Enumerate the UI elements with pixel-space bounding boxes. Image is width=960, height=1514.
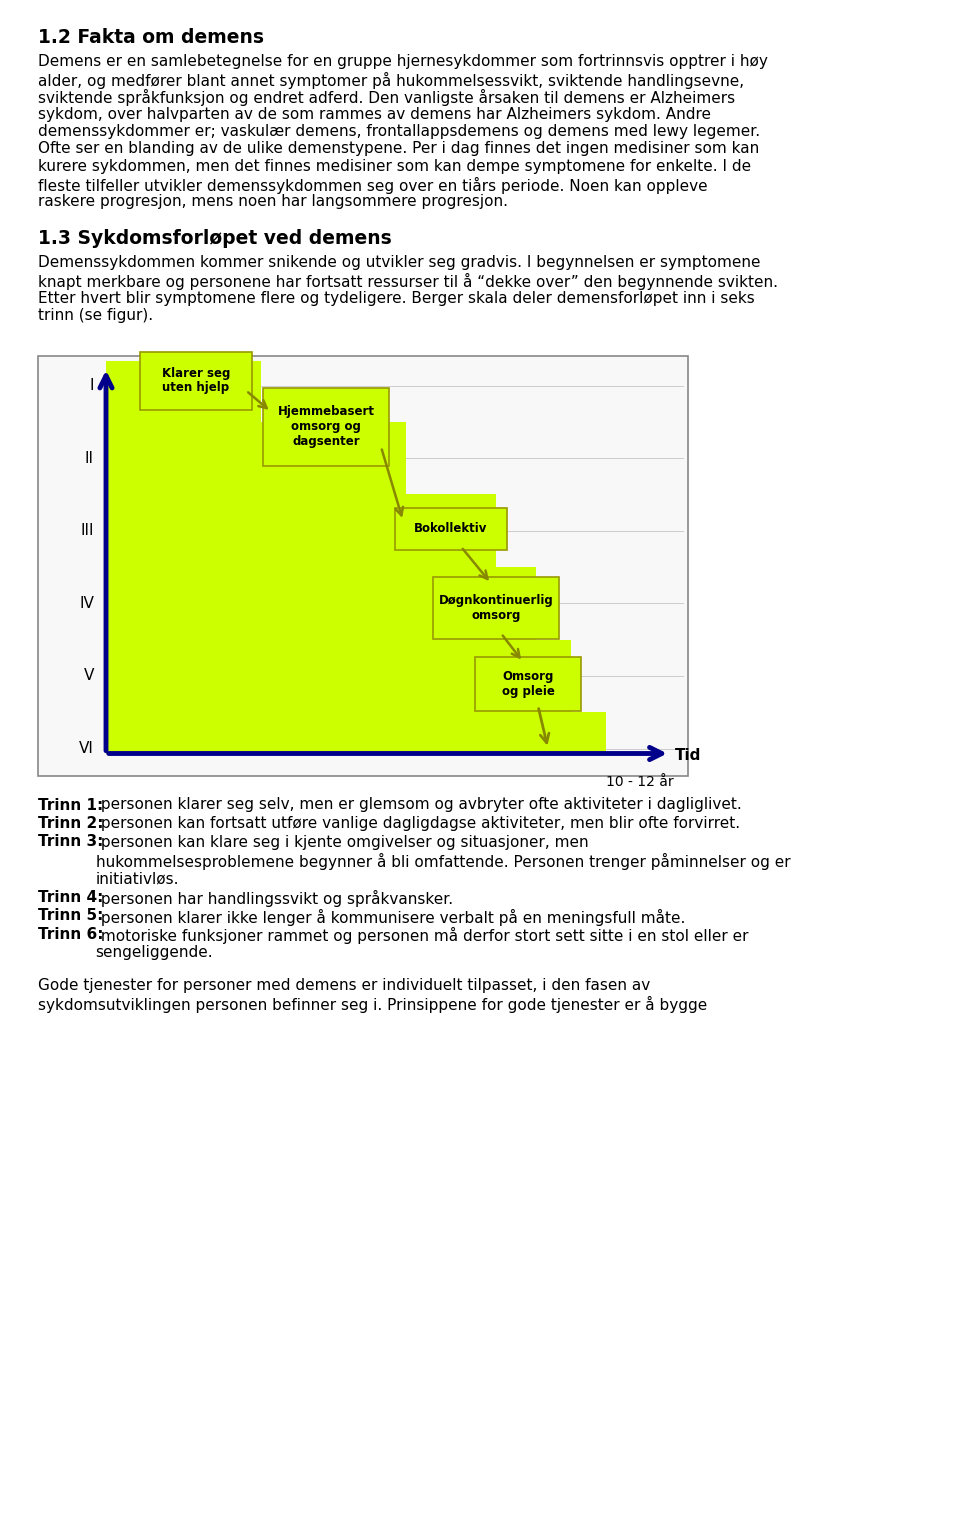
Bar — [38, 356, 688, 775]
Text: Trinn 3:: Trinn 3: — [38, 834, 104, 849]
Text: II: II — [85, 451, 94, 466]
Text: Demens er en samlebetegnelse for en gruppe hjernesykdommer som fortrinnsvis oppt: Demens er en samlebetegnelse for en grup… — [38, 55, 768, 70]
Text: IV: IV — [79, 597, 94, 610]
Text: personen har handlingssvikt og språkvansker.: personen har handlingssvikt og språkvans… — [96, 890, 453, 907]
Text: hukommelsesproblemene begynner å bli omfattende. Personen trenger påminnelser og: hukommelsesproblemene begynner å bli omf… — [96, 852, 790, 871]
Text: personen klarer seg selv, men er glemsom og avbryter ofte aktiviteter i dagligli: personen klarer seg selv, men er glemsom… — [96, 798, 741, 813]
Text: fleste tilfeller utvikler demenssykdommen seg over en tiårs periode. Noen kan op: fleste tilfeller utvikler demenssykdomme… — [38, 177, 708, 194]
Text: sykdomsutviklingen personen befinner seg i. Prinsippene for gode tjenester er å : sykdomsutviklingen personen befinner seg… — [38, 996, 708, 1013]
Text: knapt merkbare og personene har fortsatt ressurser til å “dekke over” den begynn: knapt merkbare og personene har fortsatt… — [38, 273, 778, 291]
Text: Klarer seg
uten hjelp: Klarer seg uten hjelp — [162, 366, 230, 395]
Polygon shape — [106, 360, 606, 754]
Text: Trinn 5:: Trinn 5: — [38, 908, 104, 924]
Text: Hjemmebasert
omsorg og
dagsenter: Hjemmebasert omsorg og dagsenter — [277, 406, 374, 448]
Text: V: V — [84, 668, 94, 683]
Text: Trinn 1:: Trinn 1: — [38, 798, 104, 813]
Text: personen kan fortsatt utføre vanlige dagligdagse aktiviteter, men blir ofte forv: personen kan fortsatt utføre vanlige dag… — [96, 816, 740, 831]
Text: Gode tjenester for personer med demens er individuelt tilpasset, i den fasen av: Gode tjenester for personer med demens e… — [38, 978, 650, 993]
Text: raskere progresjon, mens noen har langsommere progresjon.: raskere progresjon, mens noen har langso… — [38, 194, 508, 209]
Text: 1.3 Sykdomsforløpet ved demens: 1.3 Sykdomsforløpet ved demens — [38, 230, 392, 248]
Text: motoriske funksjoner rammet og personen må derfor stort sett sitte i en stol ell: motoriske funksjoner rammet og personen … — [96, 927, 748, 945]
FancyBboxPatch shape — [433, 577, 559, 639]
Text: Trinn 4:: Trinn 4: — [38, 890, 104, 905]
FancyBboxPatch shape — [263, 388, 389, 466]
Text: VI: VI — [79, 740, 94, 755]
Text: personen kan klare seg i kjente omgivelser og situasjoner, men: personen kan klare seg i kjente omgivels… — [96, 834, 588, 849]
Text: trinn (se figur).: trinn (se figur). — [38, 307, 154, 322]
FancyBboxPatch shape — [395, 507, 507, 550]
Text: personen klarer ikke lenger å kommunisere verbalt på en meningsfull måte.: personen klarer ikke lenger å kommuniser… — [96, 908, 685, 925]
Text: 10 - 12 år: 10 - 12 år — [606, 775, 674, 789]
Text: III: III — [81, 524, 94, 537]
Text: Bokollektiv: Bokollektiv — [415, 522, 488, 536]
Text: sviktende språkfunksjon og endret adferd. Den vanligste årsaken til demens er Al: sviktende språkfunksjon og endret adferd… — [38, 89, 735, 106]
Text: Trinn 6:: Trinn 6: — [38, 927, 104, 942]
Text: Døgnkontinuerlig
omsorg: Døgnkontinuerlig omsorg — [439, 595, 553, 622]
FancyBboxPatch shape — [475, 657, 581, 712]
Text: sengeliggende.: sengeliggende. — [96, 946, 213, 960]
Text: Trinn 2:: Trinn 2: — [38, 816, 104, 831]
Text: Etter hvert blir symptomene flere og tydeligere. Berger skala deler demensforløp: Etter hvert blir symptomene flere og tyd… — [38, 291, 755, 306]
Text: Tid: Tid — [675, 748, 702, 763]
Text: Ofte ser en blanding av de ulike demenstypene. Per i dag finnes det ingen medisi: Ofte ser en blanding av de ulike demenst… — [38, 141, 759, 156]
Text: 1.2 Fakta om demens: 1.2 Fakta om demens — [38, 27, 264, 47]
Text: alder, og medfører blant annet symptomer på hukommelsessvikt, sviktende handling: alder, og medfører blant annet symptomer… — [38, 71, 744, 88]
Text: Demenssykdommen kommer snikende og utvikler seg gradvis. I begynnelsen er sympto: Demenssykdommen kommer snikende og utvik… — [38, 256, 760, 271]
Text: initiativløs.: initiativløs. — [96, 872, 180, 887]
Text: demenssykdommer er; vaskulær demens, frontallappsdemens og demens med lewy legem: demenssykdommer er; vaskulær demens, fro… — [38, 124, 760, 139]
Text: Omsorg
og pleie: Omsorg og pleie — [501, 669, 555, 698]
Text: sykdom, over halvparten av de som rammes av demens har Alzheimers sykdom. Andre: sykdom, over halvparten av de som rammes… — [38, 106, 711, 121]
FancyBboxPatch shape — [140, 351, 252, 409]
Text: kurere sykdommen, men det finnes medisiner som kan dempe symptomene for enkelte.: kurere sykdommen, men det finnes medisin… — [38, 159, 751, 174]
Text: I: I — [89, 378, 94, 394]
